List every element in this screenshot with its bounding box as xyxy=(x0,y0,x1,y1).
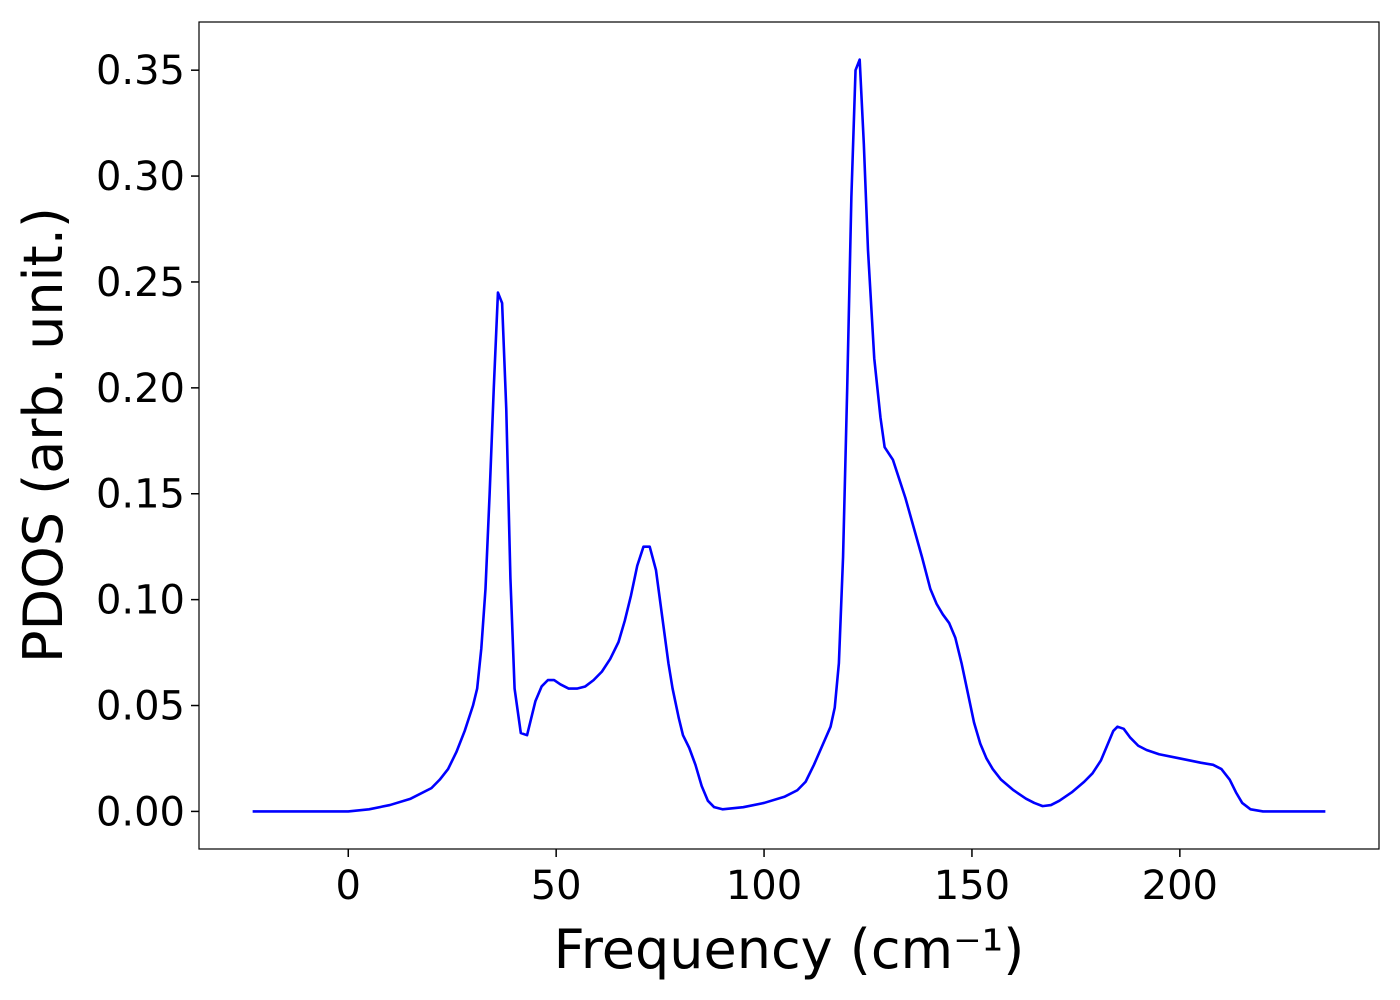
y-tick-label: 0.25 xyxy=(96,260,185,306)
y-tick-label: 0.20 xyxy=(96,366,185,412)
y-tick-label: 0.30 xyxy=(96,154,185,200)
x-tick-label: 0 xyxy=(336,863,361,909)
x-tick-label: 200 xyxy=(1142,863,1218,909)
x-tick-label: 100 xyxy=(726,863,802,909)
x-tick-label: 50 xyxy=(531,863,582,909)
y-tick-label: 0.00 xyxy=(96,789,185,835)
y-axis-label: PDOS (arb. unit.) xyxy=(12,207,75,663)
y-tick-label: 0.05 xyxy=(96,684,185,730)
y-tick-label: 0.10 xyxy=(96,578,185,624)
plot-frame xyxy=(198,21,1380,850)
y-tick-label: 0.15 xyxy=(96,472,185,518)
y-tick-label: 0.35 xyxy=(96,48,185,94)
x-axis-label: Frequency (cm⁻¹) xyxy=(554,918,1025,981)
line-series xyxy=(252,58,1326,813)
x-tick-label: 150 xyxy=(934,863,1010,909)
